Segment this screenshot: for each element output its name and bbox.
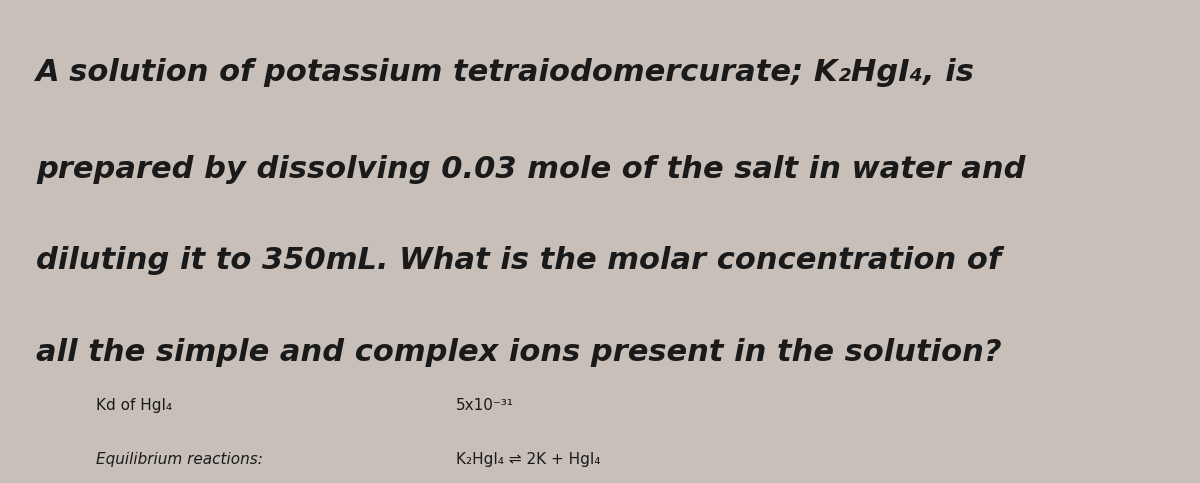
Text: A solution of potassium tetraiodomercurate; K₂HgI₄, is: A solution of potassium tetraiodomercura…: [36, 58, 974, 87]
Text: diluting it to 350mL. What is the molar concentration of: diluting it to 350mL. What is the molar …: [36, 246, 1001, 275]
Text: all the simple and complex ions present in the solution?: all the simple and complex ions present …: [36, 338, 1002, 367]
Text: 5x10⁻³¹: 5x10⁻³¹: [456, 398, 514, 413]
Text: Kd of HgI₄: Kd of HgI₄: [96, 398, 172, 413]
Text: Equilibrium reactions:: Equilibrium reactions:: [96, 452, 263, 467]
Text: K₂HgI₄ ⇌ 2K + HgI₄: K₂HgI₄ ⇌ 2K + HgI₄: [456, 452, 600, 467]
Text: prepared by dissolving 0.03 mole of the salt in water and: prepared by dissolving 0.03 mole of the …: [36, 155, 1026, 184]
